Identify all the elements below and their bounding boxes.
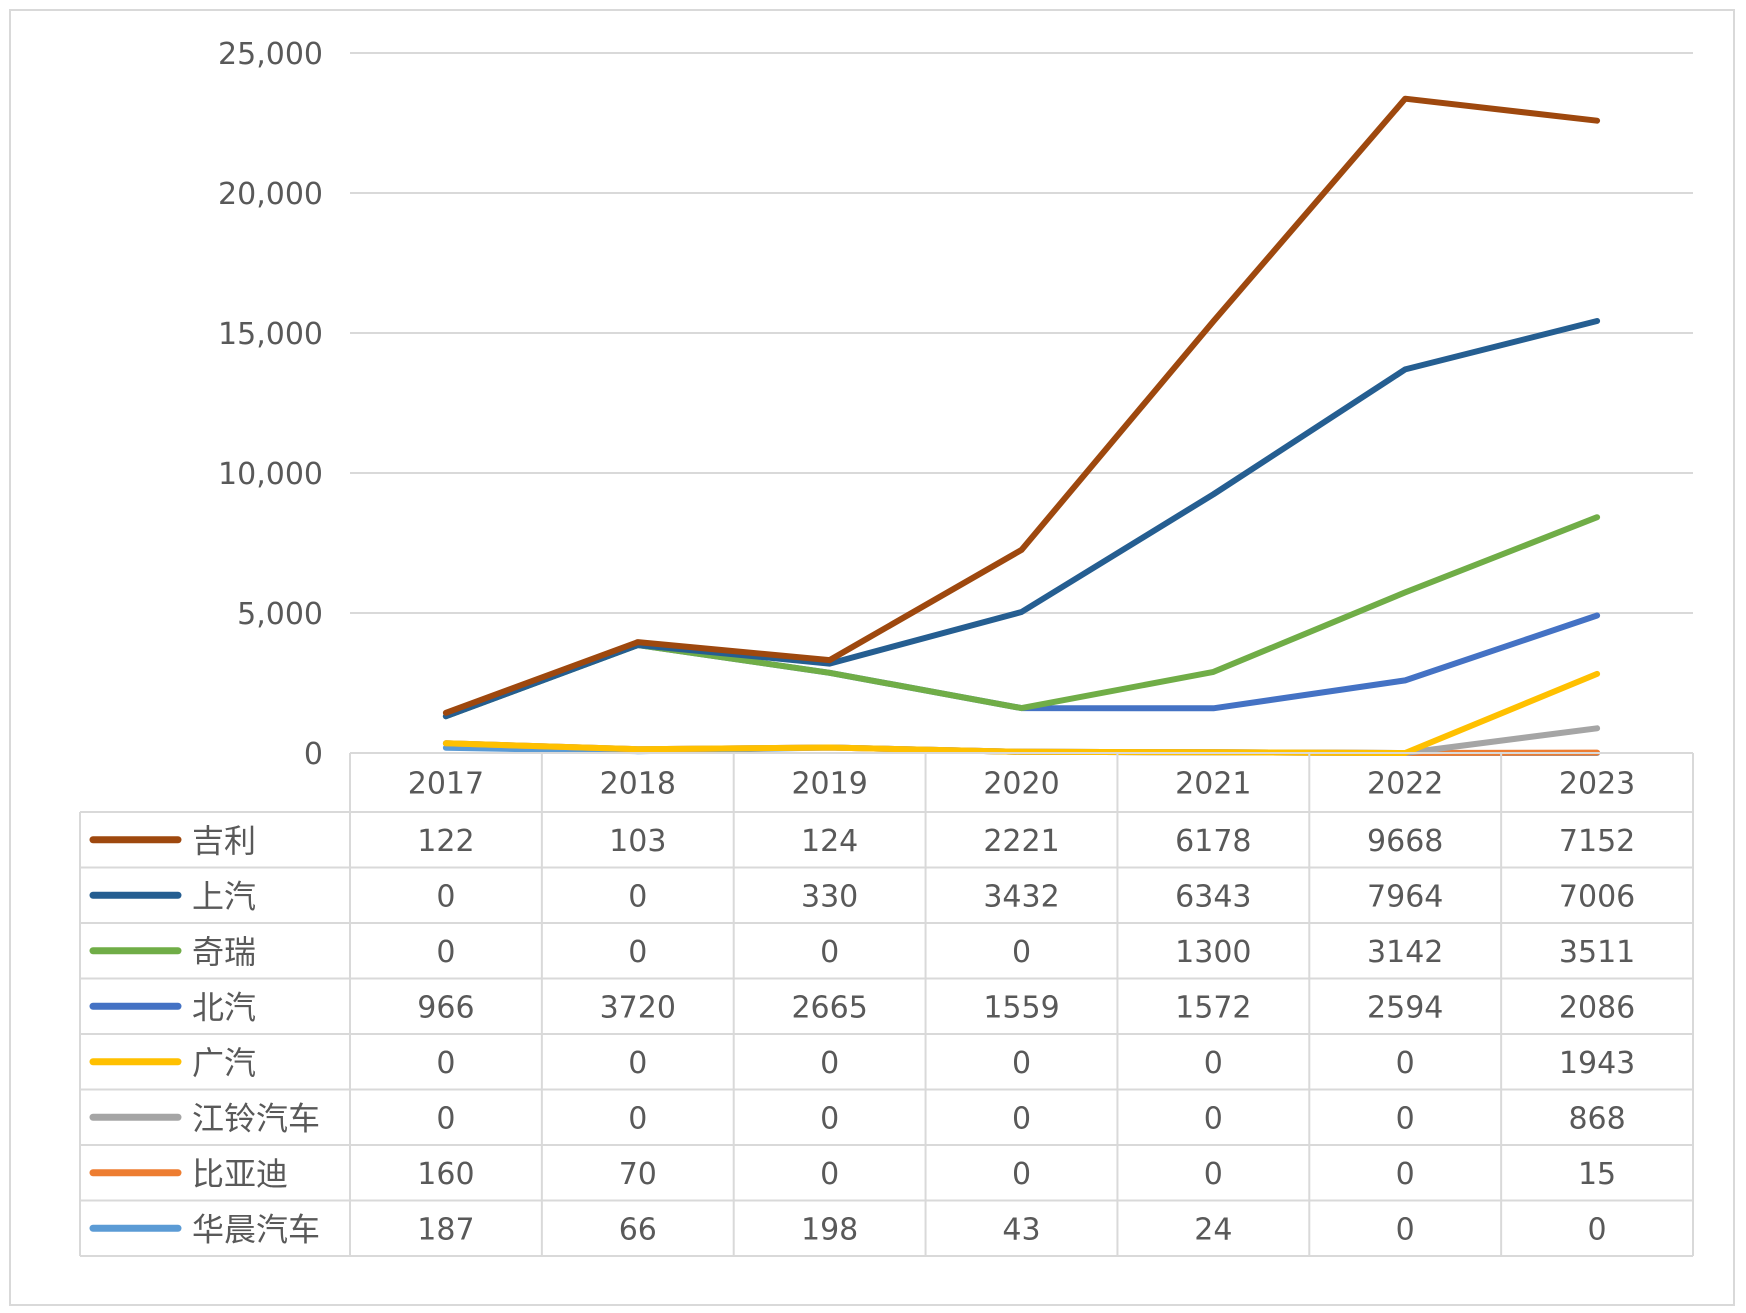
data-cell: 124 bbox=[801, 824, 858, 859]
data-cell: 6343 bbox=[1175, 879, 1251, 914]
series-line-4 bbox=[442, 612, 1601, 720]
data-cell: 0 bbox=[1396, 1046, 1415, 1081]
data-cell: 0 bbox=[628, 1101, 647, 1136]
data-cell: 0 bbox=[1396, 1212, 1415, 1247]
data-cell: 3720 bbox=[600, 990, 676, 1025]
data-cell: 6178 bbox=[1175, 824, 1251, 859]
x-category-label: 2023 bbox=[1559, 767, 1635, 802]
data-cell: 0 bbox=[1204, 1101, 1223, 1136]
legend-label: 北汽 bbox=[192, 988, 256, 1026]
data-cell: 122 bbox=[417, 824, 474, 859]
data-cell: 198 bbox=[801, 1212, 858, 1247]
data-cell: 9668 bbox=[1367, 824, 1443, 859]
data-cell: 0 bbox=[1588, 1212, 1607, 1247]
y-tick-label: 20,000 bbox=[218, 177, 323, 212]
data-cell: 103 bbox=[609, 824, 666, 859]
legend-label: 江铃汽车 bbox=[192, 1099, 320, 1137]
data-cell: 0 bbox=[820, 1157, 839, 1192]
data-cell: 0 bbox=[820, 935, 839, 970]
data-cell: 0 bbox=[820, 1101, 839, 1136]
data-cell: 0 bbox=[628, 879, 647, 914]
data-cell: 330 bbox=[801, 879, 858, 914]
x-category-label: 2017 bbox=[408, 767, 484, 802]
x-category-label: 2022 bbox=[1367, 767, 1443, 802]
y-tick-label: 15,000 bbox=[218, 317, 323, 352]
data-cell: 0 bbox=[1012, 1101, 1031, 1136]
data-cell: 1572 bbox=[1175, 990, 1251, 1025]
legend-label: 吉利 bbox=[192, 822, 256, 860]
chart-frame bbox=[9, 9, 1735, 1306]
legend-label: 比亚迪 bbox=[192, 1155, 288, 1193]
x-category-label: 2020 bbox=[983, 767, 1059, 802]
data-cell: 2594 bbox=[1367, 990, 1443, 1025]
data-cell: 15 bbox=[1578, 1157, 1616, 1192]
data-cell: 0 bbox=[1396, 1101, 1415, 1136]
data-cell: 43 bbox=[1002, 1212, 1040, 1247]
data-cell: 187 bbox=[417, 1212, 474, 1247]
data-cell: 2665 bbox=[791, 990, 867, 1025]
data-cell: 0 bbox=[820, 1046, 839, 1081]
x-category-label: 2018 bbox=[600, 767, 676, 802]
data-cell: 1943 bbox=[1559, 1046, 1635, 1081]
data-cell: 0 bbox=[1396, 1157, 1415, 1192]
data-cell: 70 bbox=[619, 1157, 657, 1192]
x-category-label: 2021 bbox=[1175, 767, 1251, 802]
data-cell: 2086 bbox=[1559, 990, 1635, 1025]
data-cell: 966 bbox=[417, 990, 474, 1025]
data-cell: 0 bbox=[1012, 935, 1031, 970]
data-cell: 2221 bbox=[983, 824, 1059, 859]
y-tick-label: 5,000 bbox=[237, 597, 323, 632]
series-line-2 bbox=[442, 318, 1601, 720]
data-cell: 0 bbox=[1012, 1046, 1031, 1081]
data-cell: 868 bbox=[1568, 1101, 1625, 1136]
data-cell: 7964 bbox=[1367, 879, 1443, 914]
legend-label: 华晨汽车 bbox=[192, 1210, 320, 1248]
data-cell: 66 bbox=[619, 1212, 657, 1247]
data-cell: 1559 bbox=[983, 990, 1059, 1025]
data-cell: 0 bbox=[436, 879, 455, 914]
y-tick-label: 25,000 bbox=[218, 37, 323, 72]
legend-label: 上汽 bbox=[192, 877, 256, 915]
data-cell: 7006 bbox=[1559, 879, 1635, 914]
data-cell: 0 bbox=[436, 935, 455, 970]
y-tick-label: 10,000 bbox=[218, 457, 323, 492]
series-line-1 bbox=[442, 95, 1601, 716]
legend-label: 奇瑞 bbox=[192, 933, 256, 971]
data-cell: 0 bbox=[628, 935, 647, 970]
data-cell: 24 bbox=[1194, 1212, 1232, 1247]
data-cell: 0 bbox=[1204, 1157, 1223, 1192]
legend-label: 广汽 bbox=[192, 1044, 256, 1082]
data-cell: 3511 bbox=[1559, 935, 1635, 970]
data-cell: 0 bbox=[628, 1046, 647, 1081]
data-cell: 160 bbox=[417, 1157, 474, 1192]
data-cell: 0 bbox=[1012, 1157, 1031, 1192]
data-cell: 3142 bbox=[1367, 935, 1443, 970]
data-cell: 7152 bbox=[1559, 824, 1635, 859]
data-cell: 1300 bbox=[1175, 935, 1251, 970]
data-cell: 3432 bbox=[983, 879, 1059, 914]
data-cell: 0 bbox=[436, 1046, 455, 1081]
y-tick-label: 0 bbox=[304, 737, 323, 772]
series-line-5 bbox=[442, 670, 1601, 756]
data-cell: 0 bbox=[436, 1101, 455, 1136]
x-category-label: 2019 bbox=[791, 767, 867, 802]
data-cell: 0 bbox=[1204, 1046, 1223, 1081]
